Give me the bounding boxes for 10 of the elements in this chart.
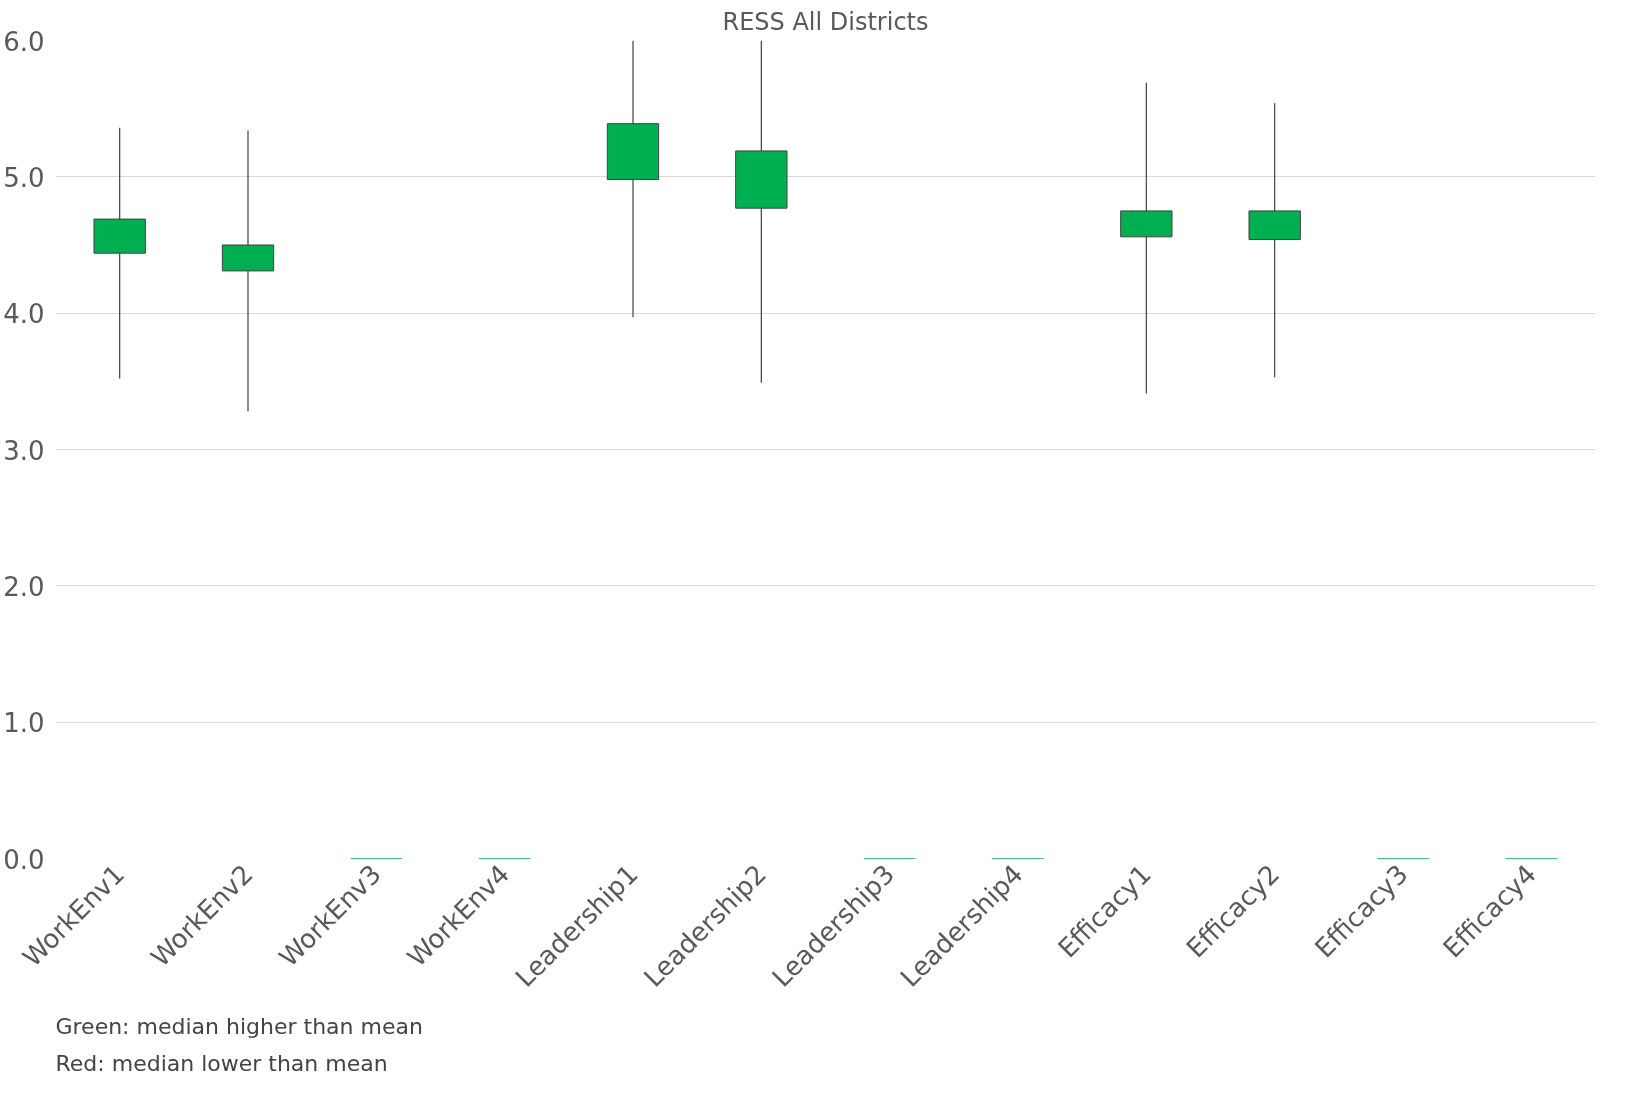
y-tick-label: 0.0 — [3, 844, 45, 875]
y-tick-label: 5.0 — [3, 162, 45, 193]
y-tick-label: 4.0 — [3, 299, 45, 330]
y-tick-label: 2.0 — [3, 571, 45, 602]
text: Red: median lower than mean — [55, 1050, 388, 1076]
y-tick-label: 6.0 — [3, 26, 45, 57]
y-tick-label: 3.0 — [3, 435, 45, 466]
y-tick-label: 1.0 — [3, 708, 45, 739]
chart-title: RESS All Districts — [722, 7, 929, 36]
text: Green: median higher than mean — [55, 1013, 423, 1039]
